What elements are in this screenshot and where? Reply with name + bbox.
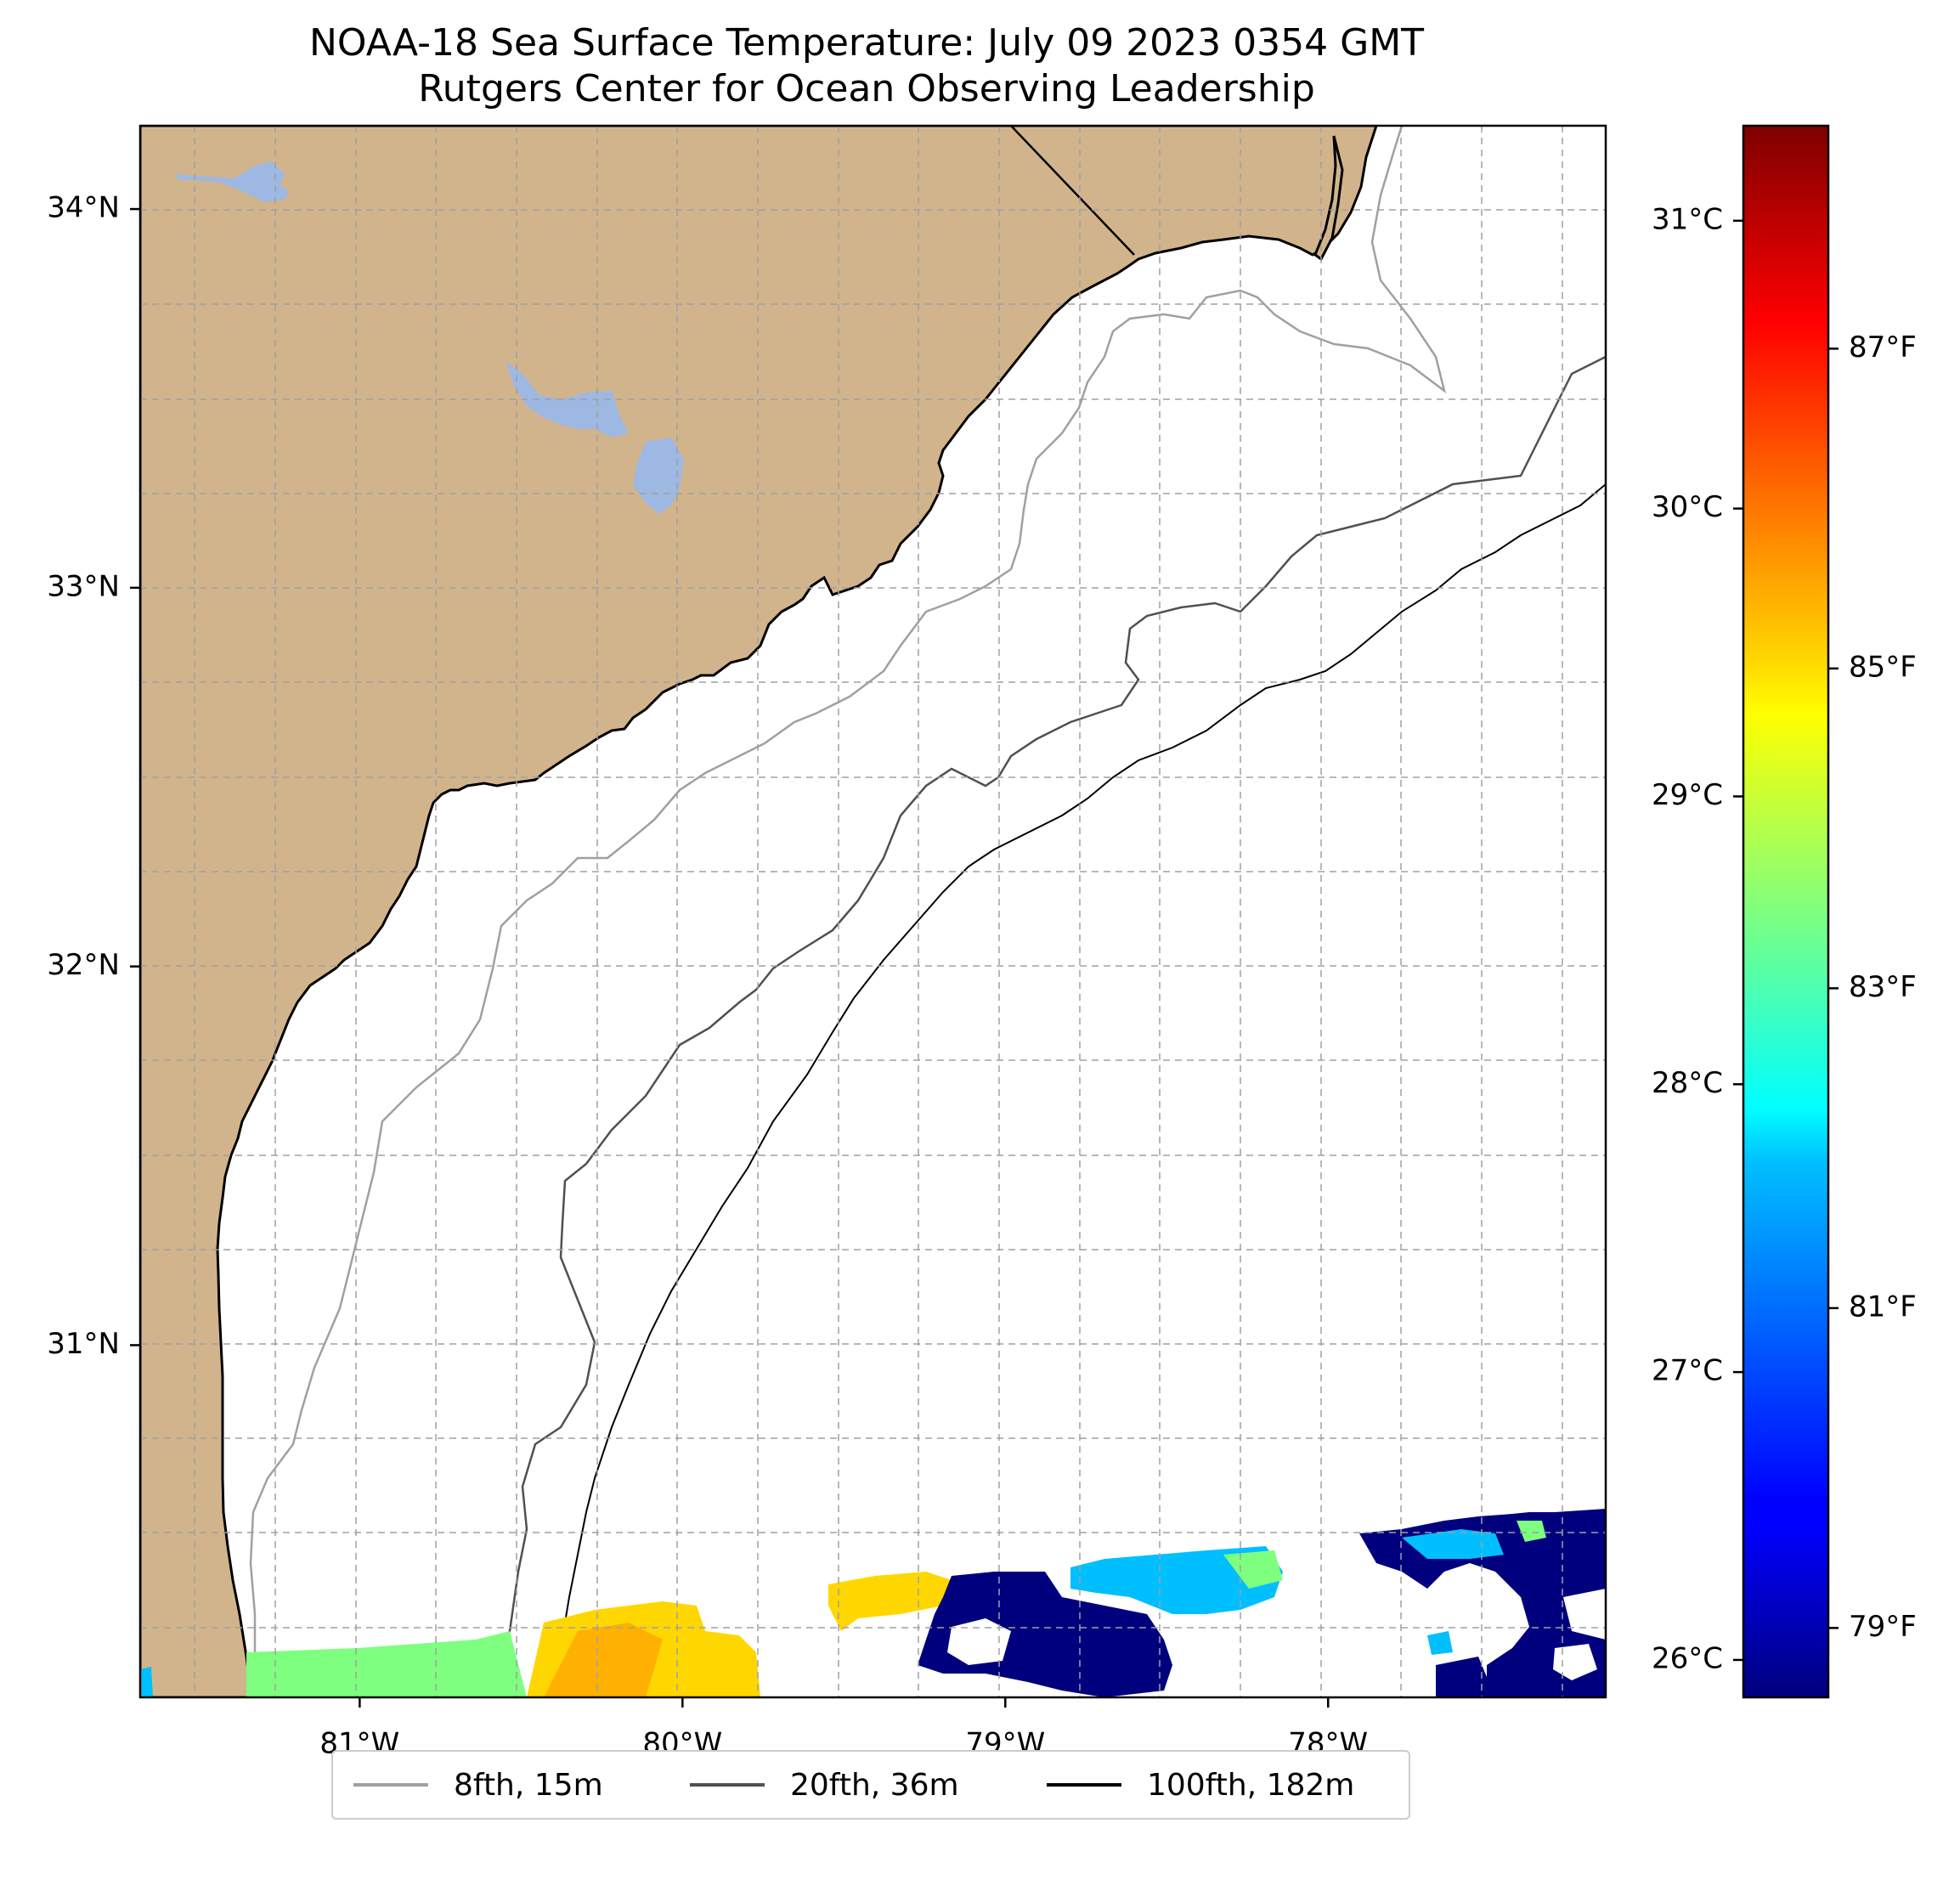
- legend-entry-20fth: 20fth, 36m: [690, 1752, 959, 1818]
- map-frame: [138, 124, 1607, 1699]
- celsius-label: 31°C: [1652, 202, 1723, 236]
- colorbar-scale: [1742, 124, 1830, 1699]
- state-border: [1010, 126, 1135, 256]
- legend-label-8fth: 8fth, 15m: [454, 1767, 603, 1803]
- lat-label: 34°N: [47, 191, 120, 225]
- legend-label-20fth: 20fth, 36m: [790, 1767, 959, 1803]
- title-line-2: Rutgers Center for Ocean Observing Leade…: [418, 67, 1315, 110]
- latitude-axis: 34°N 33°N 32°N 31°N: [47, 191, 140, 1361]
- celsius-label: 28°C: [1652, 1066, 1723, 1100]
- celsius-label: 27°C: [1652, 1354, 1723, 1388]
- legend-swatch-100fth: [1047, 1783, 1121, 1787]
- isobath-legend: 8fth, 15m 20fth, 36m 100fth, 182m: [331, 1750, 1410, 1820]
- legend-swatch-20fth: [690, 1783, 765, 1787]
- fahrenheit-label: 87°F: [1849, 330, 1917, 364]
- legend-swatch-8fth: [353, 1783, 428, 1787]
- lake-marion: [506, 361, 629, 438]
- legend-entry-100fth: 100fth, 182m: [1047, 1752, 1354, 1818]
- legend-label-100fth: 100fth, 182m: [1147, 1767, 1355, 1803]
- colorbar-fahrenheit-axis: 87°F 85°F 83°F 81°F 79°F: [1828, 330, 1917, 1644]
- lat-label: 31°N: [47, 1327, 120, 1361]
- gridlines: [140, 126, 1606, 1697]
- celsius-label: 26°C: [1652, 1641, 1723, 1675]
- colorbar-celsius-axis: 31°C 30°C 29°C 28°C 27°C 26°C: [1652, 202, 1743, 1675]
- lake-north: [174, 161, 289, 202]
- lake-moultrie: [633, 438, 684, 514]
- title-line-1: NOAA-18 Sea Surface Temperature: July 09…: [308, 21, 1425, 65]
- isobath-20fth: [474, 355, 1606, 1697]
- lat-label: 32°N: [47, 948, 120, 982]
- land-mass: [140, 126, 1378, 1697]
- fahrenheit-label: 83°F: [1849, 970, 1917, 1004]
- celsius-label: 30°C: [1652, 490, 1723, 524]
- fahrenheit-label: 85°F: [1849, 650, 1917, 684]
- outer-bank-island: [1313, 135, 1344, 262]
- legend-entry-8fth: 8fth, 15m: [353, 1752, 603, 1818]
- fahrenheit-label: 79°F: [1849, 1610, 1917, 1644]
- fahrenheit-label: 81°F: [1849, 1290, 1917, 1324]
- isobath-100fth: [551, 483, 1606, 1697]
- map-area: [140, 126, 1606, 1697]
- map-title: NOAA-18 Sea Surface Temperature: July 09…: [0, 20, 1733, 112]
- celsius-label: 29°C: [1652, 778, 1723, 812]
- lat-label: 33°N: [47, 569, 120, 603]
- sst-data: [140, 1509, 1606, 1697]
- isobath-8fth: [249, 126, 1447, 1697]
